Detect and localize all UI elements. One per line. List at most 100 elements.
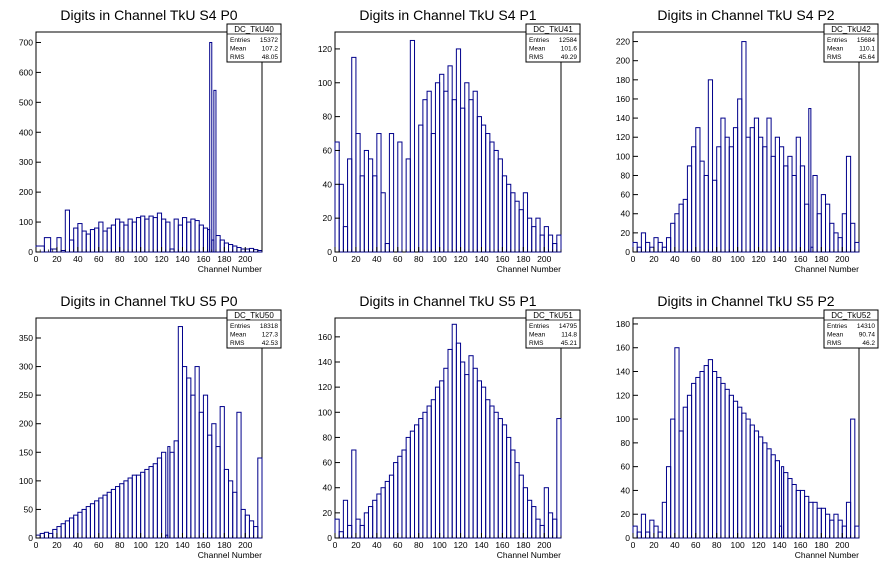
hist-bin xyxy=(762,146,768,253)
x-tick-label: 20 xyxy=(649,540,659,550)
chart-panel-3: Digits in Channel TkU S4 P2 0 20 40 60 80 100 1… xyxy=(616,7,879,274)
hist-bin xyxy=(493,411,499,539)
hist-bin xyxy=(434,386,441,539)
x-tick-label: 60 xyxy=(393,254,403,264)
y-tick-label: 160 xyxy=(318,332,332,342)
hist-bin xyxy=(68,239,75,253)
hist-bin xyxy=(89,229,96,253)
stats-name: DC_TkU41 xyxy=(533,25,573,34)
hist-bin xyxy=(161,451,167,539)
y-tick-label: 40 xyxy=(621,209,631,219)
hist-bin xyxy=(355,518,361,539)
hist-bin xyxy=(148,466,154,539)
hist-bin xyxy=(795,489,801,539)
hist-bin xyxy=(766,117,772,253)
x-tick-label: 200 xyxy=(537,254,551,264)
hist-bin xyxy=(841,213,847,253)
hist-bin xyxy=(73,514,79,539)
hist-bin xyxy=(64,520,70,539)
hist-bin xyxy=(240,508,246,539)
hist-bin xyxy=(632,241,638,253)
y-tick-label: 140 xyxy=(616,113,630,123)
y-tick-label: 120 xyxy=(616,132,630,142)
hist-bin xyxy=(527,499,533,539)
hist-bin xyxy=(485,399,491,539)
hist-bin xyxy=(535,217,541,253)
hist-bin xyxy=(653,237,659,253)
x-tick-label: 200 xyxy=(537,540,551,550)
hist-bin xyxy=(177,326,183,539)
hist-bin xyxy=(787,478,793,539)
y-tick-label: 40 xyxy=(323,483,333,493)
hist-bin xyxy=(636,531,642,539)
hist-bin xyxy=(531,226,537,253)
hist-bin xyxy=(737,406,743,539)
hist-bin xyxy=(39,532,45,539)
chart-title: Digits in Channel TkU S5 P0 xyxy=(60,293,237,309)
hist-bin xyxy=(447,348,453,539)
hist-bin xyxy=(547,512,554,539)
x-tick-label: 60 xyxy=(94,540,104,550)
x-tick-label: 0 xyxy=(34,254,39,264)
hist-bin xyxy=(367,506,374,539)
hist-bin xyxy=(240,248,246,253)
x-tick-label: 60 xyxy=(94,254,104,264)
y-tick-label: 300 xyxy=(19,362,33,372)
hist-bin xyxy=(707,79,714,253)
hist-bin xyxy=(841,525,847,539)
hist-bin xyxy=(110,488,117,539)
x-tick-label: 0 xyxy=(631,540,636,550)
hist-bin xyxy=(825,203,831,253)
stats-label: Mean xyxy=(827,46,844,53)
y-tick-label: 700 xyxy=(19,37,33,47)
hist-bin xyxy=(257,250,263,253)
hist-bin xyxy=(50,248,58,253)
x-tick-label: 100 xyxy=(134,540,148,550)
stats-value: 114.8 xyxy=(561,332,577,339)
hist-bin xyxy=(678,203,684,253)
hist-bin xyxy=(135,474,142,539)
hist-bin xyxy=(535,518,541,539)
x-tick-label: 40 xyxy=(73,540,83,550)
hist-bin xyxy=(661,501,667,539)
y-tick-label: 80 xyxy=(323,112,333,122)
hist-bin xyxy=(211,423,217,539)
hist-bin xyxy=(691,146,697,253)
y-tick-label: 400 xyxy=(19,127,33,137)
hist-bin xyxy=(244,514,250,539)
hist-bin xyxy=(363,512,369,539)
hist-bin xyxy=(724,388,730,539)
hist-bin xyxy=(451,99,457,253)
hist-bin xyxy=(691,382,697,539)
y-tick-label: 500 xyxy=(19,97,33,107)
hist-bin xyxy=(198,411,204,539)
x-tick-label: 80 xyxy=(712,540,722,550)
hist-bin xyxy=(418,124,424,253)
hist-bin xyxy=(774,460,780,539)
hist-bin xyxy=(783,472,789,539)
hist-bin xyxy=(539,234,545,253)
x-tick-label: 20 xyxy=(52,254,62,264)
x-axis-label: Channel Number xyxy=(795,550,859,560)
y-tick-label: 150 xyxy=(19,447,33,457)
hist-bin xyxy=(770,454,776,539)
hist-bin xyxy=(115,218,121,253)
hist-bin xyxy=(447,65,453,253)
hist-bin xyxy=(131,474,137,539)
hist-bin xyxy=(198,224,204,253)
hist-bin xyxy=(68,517,75,539)
y-tick-label: 350 xyxy=(19,333,33,343)
hist-bin xyxy=(56,237,62,253)
hist-bin xyxy=(215,235,221,253)
hist-bin xyxy=(854,525,860,539)
stats-label: Entries xyxy=(529,323,550,330)
hist-bin xyxy=(489,405,495,539)
stats-name: DC_TkU50 xyxy=(234,311,274,320)
y-tick-label: 0 xyxy=(625,247,630,257)
hist-bin xyxy=(480,124,487,253)
hist-bin xyxy=(102,494,108,539)
hist-bin xyxy=(257,457,263,539)
stats-frame xyxy=(226,23,282,63)
hist-bin xyxy=(384,243,390,253)
